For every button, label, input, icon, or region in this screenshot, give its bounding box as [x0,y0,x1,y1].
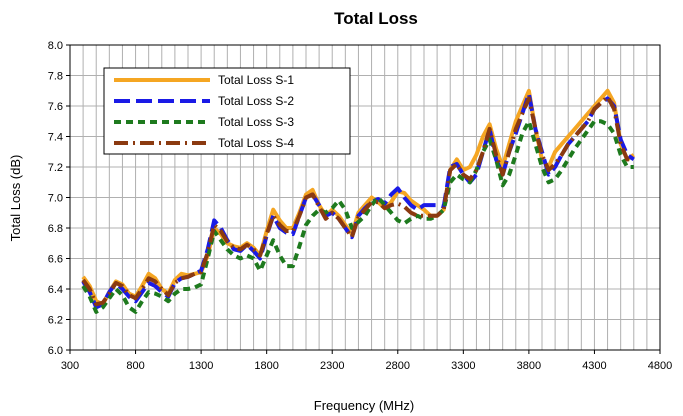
x-tick-label: 3300 [451,360,475,372]
x-tick-label: 300 [61,360,79,372]
legend-label-s1: Total Loss S-1 [218,73,294,87]
y-tick-label: 6.8 [48,223,63,235]
y-tick-label: 8.0 [48,40,63,52]
y-tick-label: 7.2 [48,162,63,174]
legend-label-s2: Total Loss S-2 [218,94,294,108]
chart-title: Total Loss [334,9,418,28]
x-tick-label: 4800 [648,360,672,372]
y-tick-label: 6.2 [48,315,63,327]
legend-label-s3: Total Loss S-3 [218,115,294,129]
y-tick-label: 7.6 [48,101,63,113]
series-lines [81,88,635,314]
legend-label-s4: Total Loss S-4 [218,136,294,150]
x-axis-label: Frequency (MHz) [314,398,414,413]
series-line-s3 [81,119,634,314]
y-tick-label: 7.0 [48,193,63,205]
legend: Total Loss S-1 Total Loss S-2 Total Loss S… [103,67,351,155]
y-tick-label: 7.8 [48,71,63,83]
x-tick-label: 1300 [189,360,213,372]
y-tick-label: 7.4 [48,132,63,144]
y-axis-ticks: 6.0 6.2 6.4 6.6 6.8 7.0 7.2 7.4 7.6 7.8 8.0 [48,40,70,357]
y-tick-label: 6.4 [48,284,63,296]
legend-box [103,67,351,155]
x-tick-label: 3800 [517,360,541,372]
x-tick-label: 4300 [582,360,606,372]
x-axis-ticks: 300 800 1300 1800 2300 2800 3300 3800 4300 4800 [61,350,672,372]
x-tick-label: 2300 [320,360,344,372]
y-axis-label: Total Loss (dB) [8,155,23,242]
series-line-s4 [81,94,634,307]
y-tick-label: 6.6 [48,254,63,266]
y-tick-label: 6.0 [48,345,63,357]
x-tick-label: 2800 [386,360,410,372]
x-tick-label: 800 [126,360,144,372]
x-tick-label: 1800 [254,360,278,372]
